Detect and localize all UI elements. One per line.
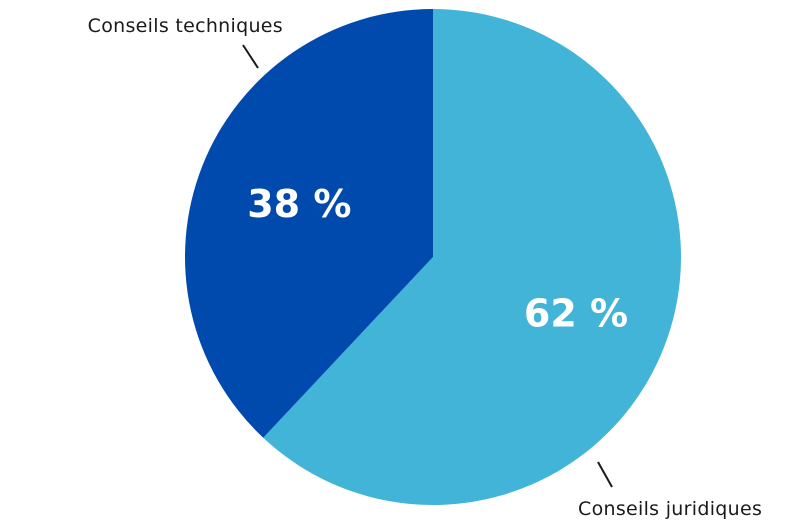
leader-line (597, 461, 613, 488)
category-labels-layer: Conseils juridiques Conseils techniques (88, 15, 762, 520)
pie-value-label: 38 % (247, 182, 351, 226)
pie-slice-conseils-juridiques (263, 9, 682, 505)
pie-slice-conseils-techniques (185, 8, 433, 438)
value-labels-layer: 62 % 38 % (247, 182, 628, 336)
pie-category-label: Conseils juridiques (578, 498, 762, 520)
pie-category-label: Conseils techniques (88, 15, 283, 37)
slices-layer (185, 8, 682, 505)
pie-value-label: 62 % (524, 292, 628, 336)
leader-line (242, 44, 259, 69)
